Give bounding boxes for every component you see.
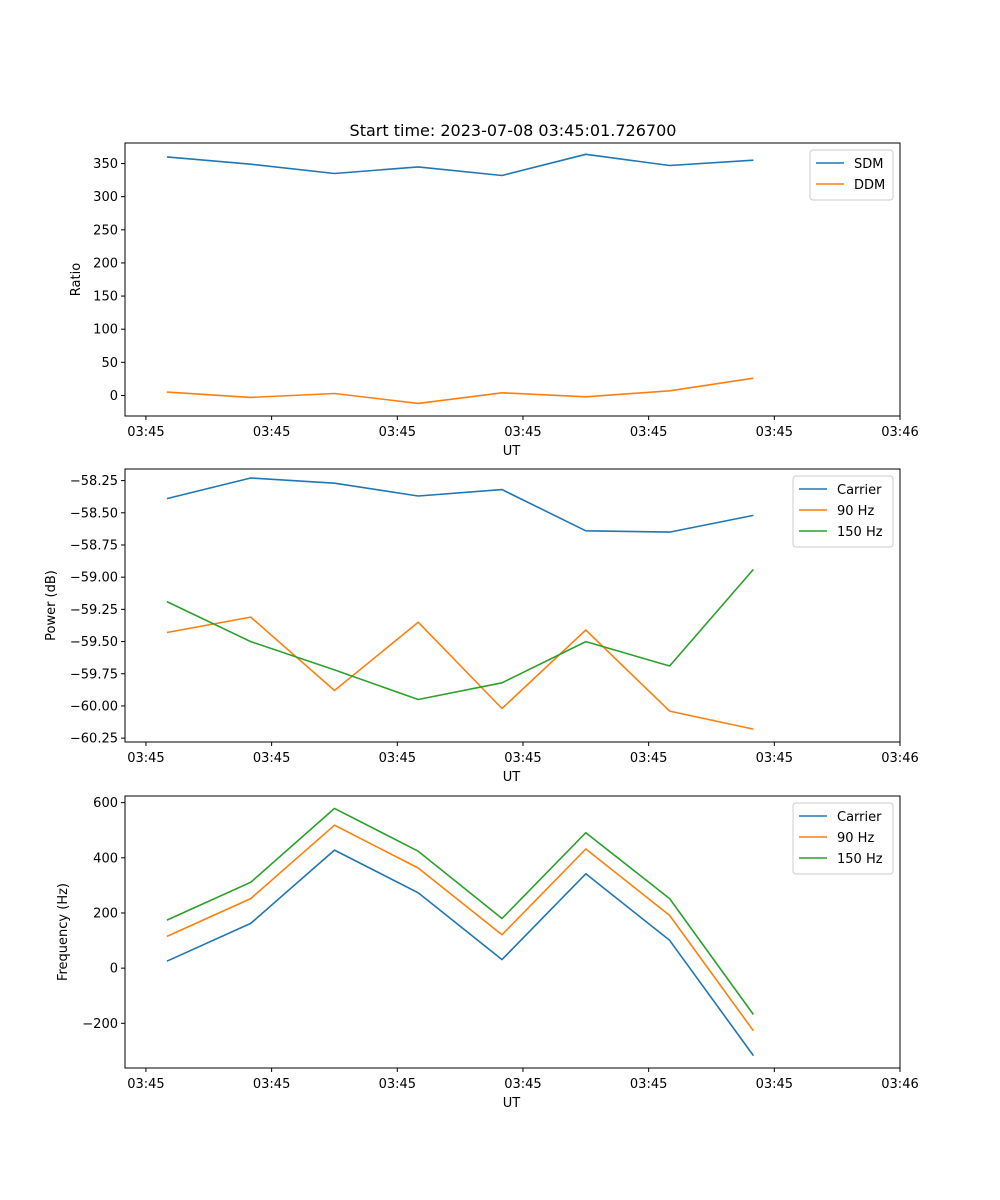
series-line-150-hz [166,568,755,701]
x-tick-label: 03:46 [881,425,918,440]
y-tick-label: −59.00 [70,571,118,586]
axes-frame [124,142,901,417]
x-tick-label: 03:45 [756,1077,793,1092]
y-tick-label: 200 [93,906,118,921]
legend-box [792,802,894,875]
y-tick-label: 50 [101,356,118,371]
series-line-carrier [166,477,754,533]
series-line-90-hz [166,616,754,730]
x-tick-label: 03:45 [630,1077,667,1092]
y-tick-label: 300 [93,190,118,205]
x-tick-label: 03:45 [379,425,416,440]
y-tick-label: 0 [110,962,118,977]
y-axis-label: Power (dB) [44,570,59,641]
x-tick-label: 03:45 [127,751,164,766]
x-tick-label: 03:45 [756,751,793,766]
x-tick-label: 03:45 [127,1077,164,1092]
y-tick-label: 250 [93,223,118,238]
legend-label: SDM [854,157,883,172]
y-tick-label: −59.25 [70,603,118,618]
y-tick-label: 150 [93,290,118,305]
x-tick-label: 03:45 [630,751,667,766]
x-tick-label: 03:45 [253,751,290,766]
y-tick-label: −60.00 [70,699,118,714]
chart-panel-1: 0 50 100 150 200 250 300 350 03:45 03:45 03:45 03:4… [69,142,919,459]
x-axis-label: UT [503,1096,521,1111]
chart-panel-2: −58.25 −58.50 −58.75 −59.00 −59.25 −59.50 −59.… [44,468,919,785]
y-tick-label: −58.50 [70,506,118,521]
x-tick-label: 03:45 [253,425,290,440]
y-tick-label: −58.25 [70,474,118,489]
legend-label: 150 Hz [837,525,883,540]
legend-label: Carrier [837,483,882,498]
series-line-150-hz [166,807,755,1015]
legend-label: 150 Hz [837,852,883,867]
panels: 0 50 100 150 200 250 300 350 03:45 03:45 03:45 03:4… [44,142,919,1111]
y-tick-label: 600 [93,796,118,811]
axes-frame [124,468,901,743]
y-axis-label: Ratio [69,263,84,296]
legend-box [792,475,894,548]
x-tick-label: 03:45 [504,425,541,440]
series-line-carrier [166,849,755,1057]
y-tick-label: 0 [110,389,118,404]
x-tick-label: 03:45 [630,425,667,440]
series-line-90-hz [166,824,755,1032]
y-tick-label: 350 [93,157,118,172]
legend-label: 90 Hz [837,831,874,846]
y-tick-label: 200 [93,256,118,271]
y-axis-label: Frequency (Hz) [56,883,71,981]
x-tick-label: 03:45 [127,425,164,440]
x-tick-label: 03:45 [504,1077,541,1092]
legend: Carrier 90 Hz 150 Hz [792,475,894,548]
legend: Carrier 90 Hz 150 Hz [792,802,894,875]
x-tick-label: 03:45 [253,1077,290,1092]
x-tick-label: 03:45 [504,751,541,766]
x-tick-label: 03:45 [379,751,416,766]
legend-label: 90 Hz [837,504,874,519]
y-tick-label: 100 [93,323,118,338]
legend-label: DDM [854,178,885,193]
x-tick-label: 03:46 [881,1077,918,1092]
x-tick-label: 03:46 [881,751,918,766]
axes-frame [124,795,901,1069]
y-tick-label: 400 [93,851,118,866]
x-axis-label: UT [503,444,521,459]
x-axis-label: UT [503,770,521,785]
x-tick-label: 03:45 [379,1077,416,1092]
figure-title: Start time: 2023-07-08 03:45:01.726700 [350,121,677,140]
series-line-ddm [166,377,754,405]
y-tick-label: −58.75 [70,538,118,553]
y-tick-label: −59.50 [70,635,118,650]
x-tick-label: 03:45 [756,425,793,440]
y-tick-label: −60.25 [70,732,118,747]
series-line-sdm [166,153,754,177]
legend-label: Carrier [837,810,882,825]
y-tick-label: −200 [82,1017,118,1032]
y-tick-label: −59.75 [70,667,118,682]
chart-panel-3: −200 0 200 400 600 03:45 03:45 03:45 03:45 03:45 0… [56,795,919,1111]
legend: SDM DDM [809,149,894,201]
